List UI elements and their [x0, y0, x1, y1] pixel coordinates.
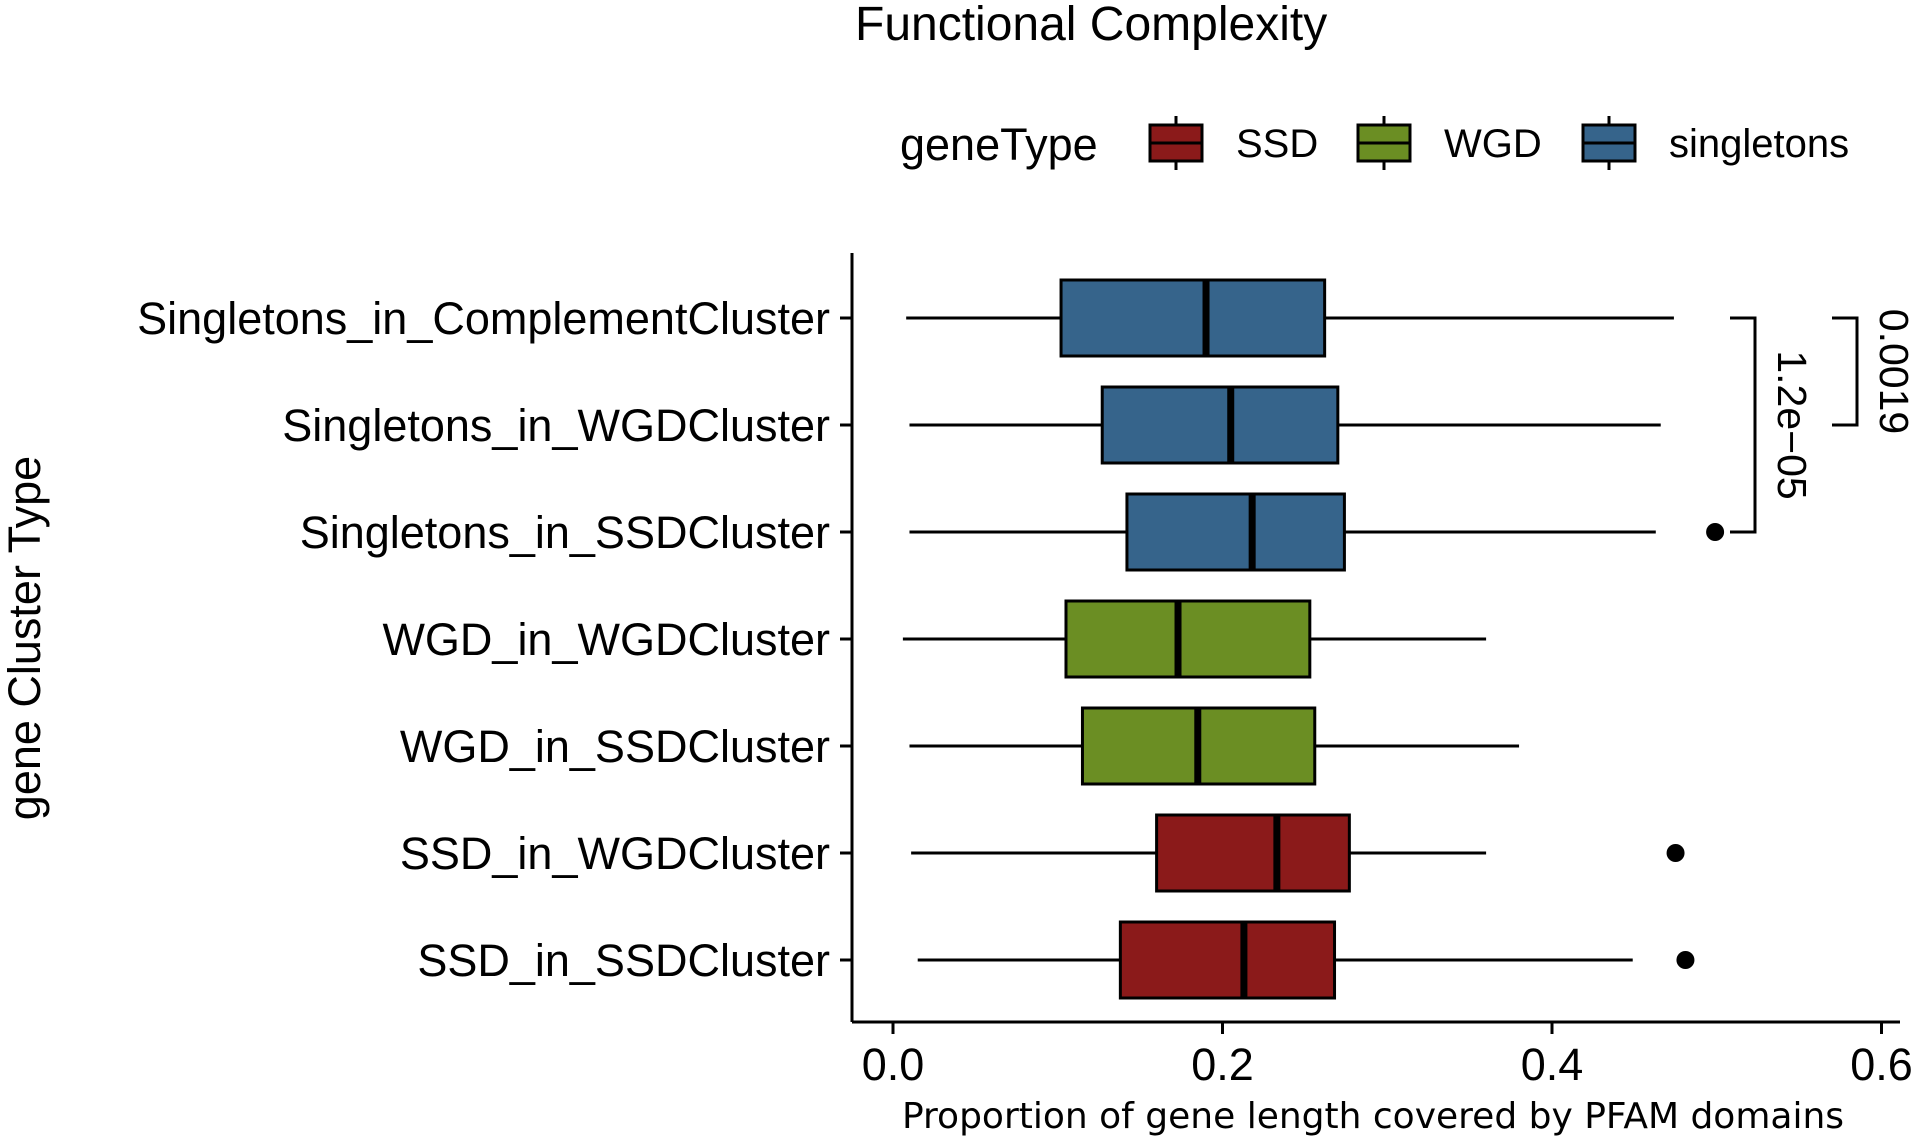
significance-bracket — [1730, 316, 1757, 534]
x-tick-label: 0.6 — [1850, 1039, 1913, 1090]
box — [1155, 813, 1351, 893]
legend-label: singletons — [1669, 122, 1849, 166]
box — [1064, 599, 1312, 679]
y-tick-label: SSD_in_SSDCluster — [417, 935, 830, 986]
box — [1125, 492, 1346, 572]
y-axis-title: gene Cluster Type — [0, 456, 50, 820]
significance-label: 1.2e−05 — [1769, 350, 1815, 499]
outlier-point — [1676, 951, 1695, 969]
x-tick-label: 0.0 — [862, 1039, 925, 1090]
y-tick-label: WGD_in_SSDCluster — [400, 721, 830, 772]
box — [1100, 385, 1340, 465]
box — [1059, 278, 1327, 358]
chart-title: Functional Complexity — [855, 0, 1327, 51]
significance-label: 0.0019 — [1871, 309, 1916, 434]
legend-label: SSD — [1236, 122, 1318, 166]
plot-area: 0.0 0.2 0.4 0.6 Singletons_in_ComplementClus… — [137, 253, 1916, 1090]
x-axis-title: Proportion of gene length covered by PFA… — [902, 1096, 1844, 1137]
outlier-point — [1706, 523, 1725, 541]
legend-title: geneType — [900, 119, 1098, 170]
y-tick-label: Singletons_in_ComplementCluster — [137, 293, 830, 344]
box — [1118, 920, 1337, 1000]
x-tick-label: 0.4 — [1521, 1039, 1584, 1090]
significance-bracket — [1832, 316, 1859, 427]
legend-label: WGD — [1444, 122, 1542, 166]
y-tick-label: WGD_in_WGDCluster — [382, 614, 830, 665]
y-tick-label: Singletons_in_SSDCluster — [300, 507, 830, 558]
x-tick-label: 0.2 — [1191, 1039, 1254, 1090]
y-tick-label: SSD_in_WGDCluster — [400, 828, 830, 879]
outlier-point — [1666, 844, 1685, 862]
legend: geneType SSD WGD singletons — [900, 116, 1849, 170]
y-tick-label: Singletons_in_WGDCluster — [282, 400, 830, 451]
